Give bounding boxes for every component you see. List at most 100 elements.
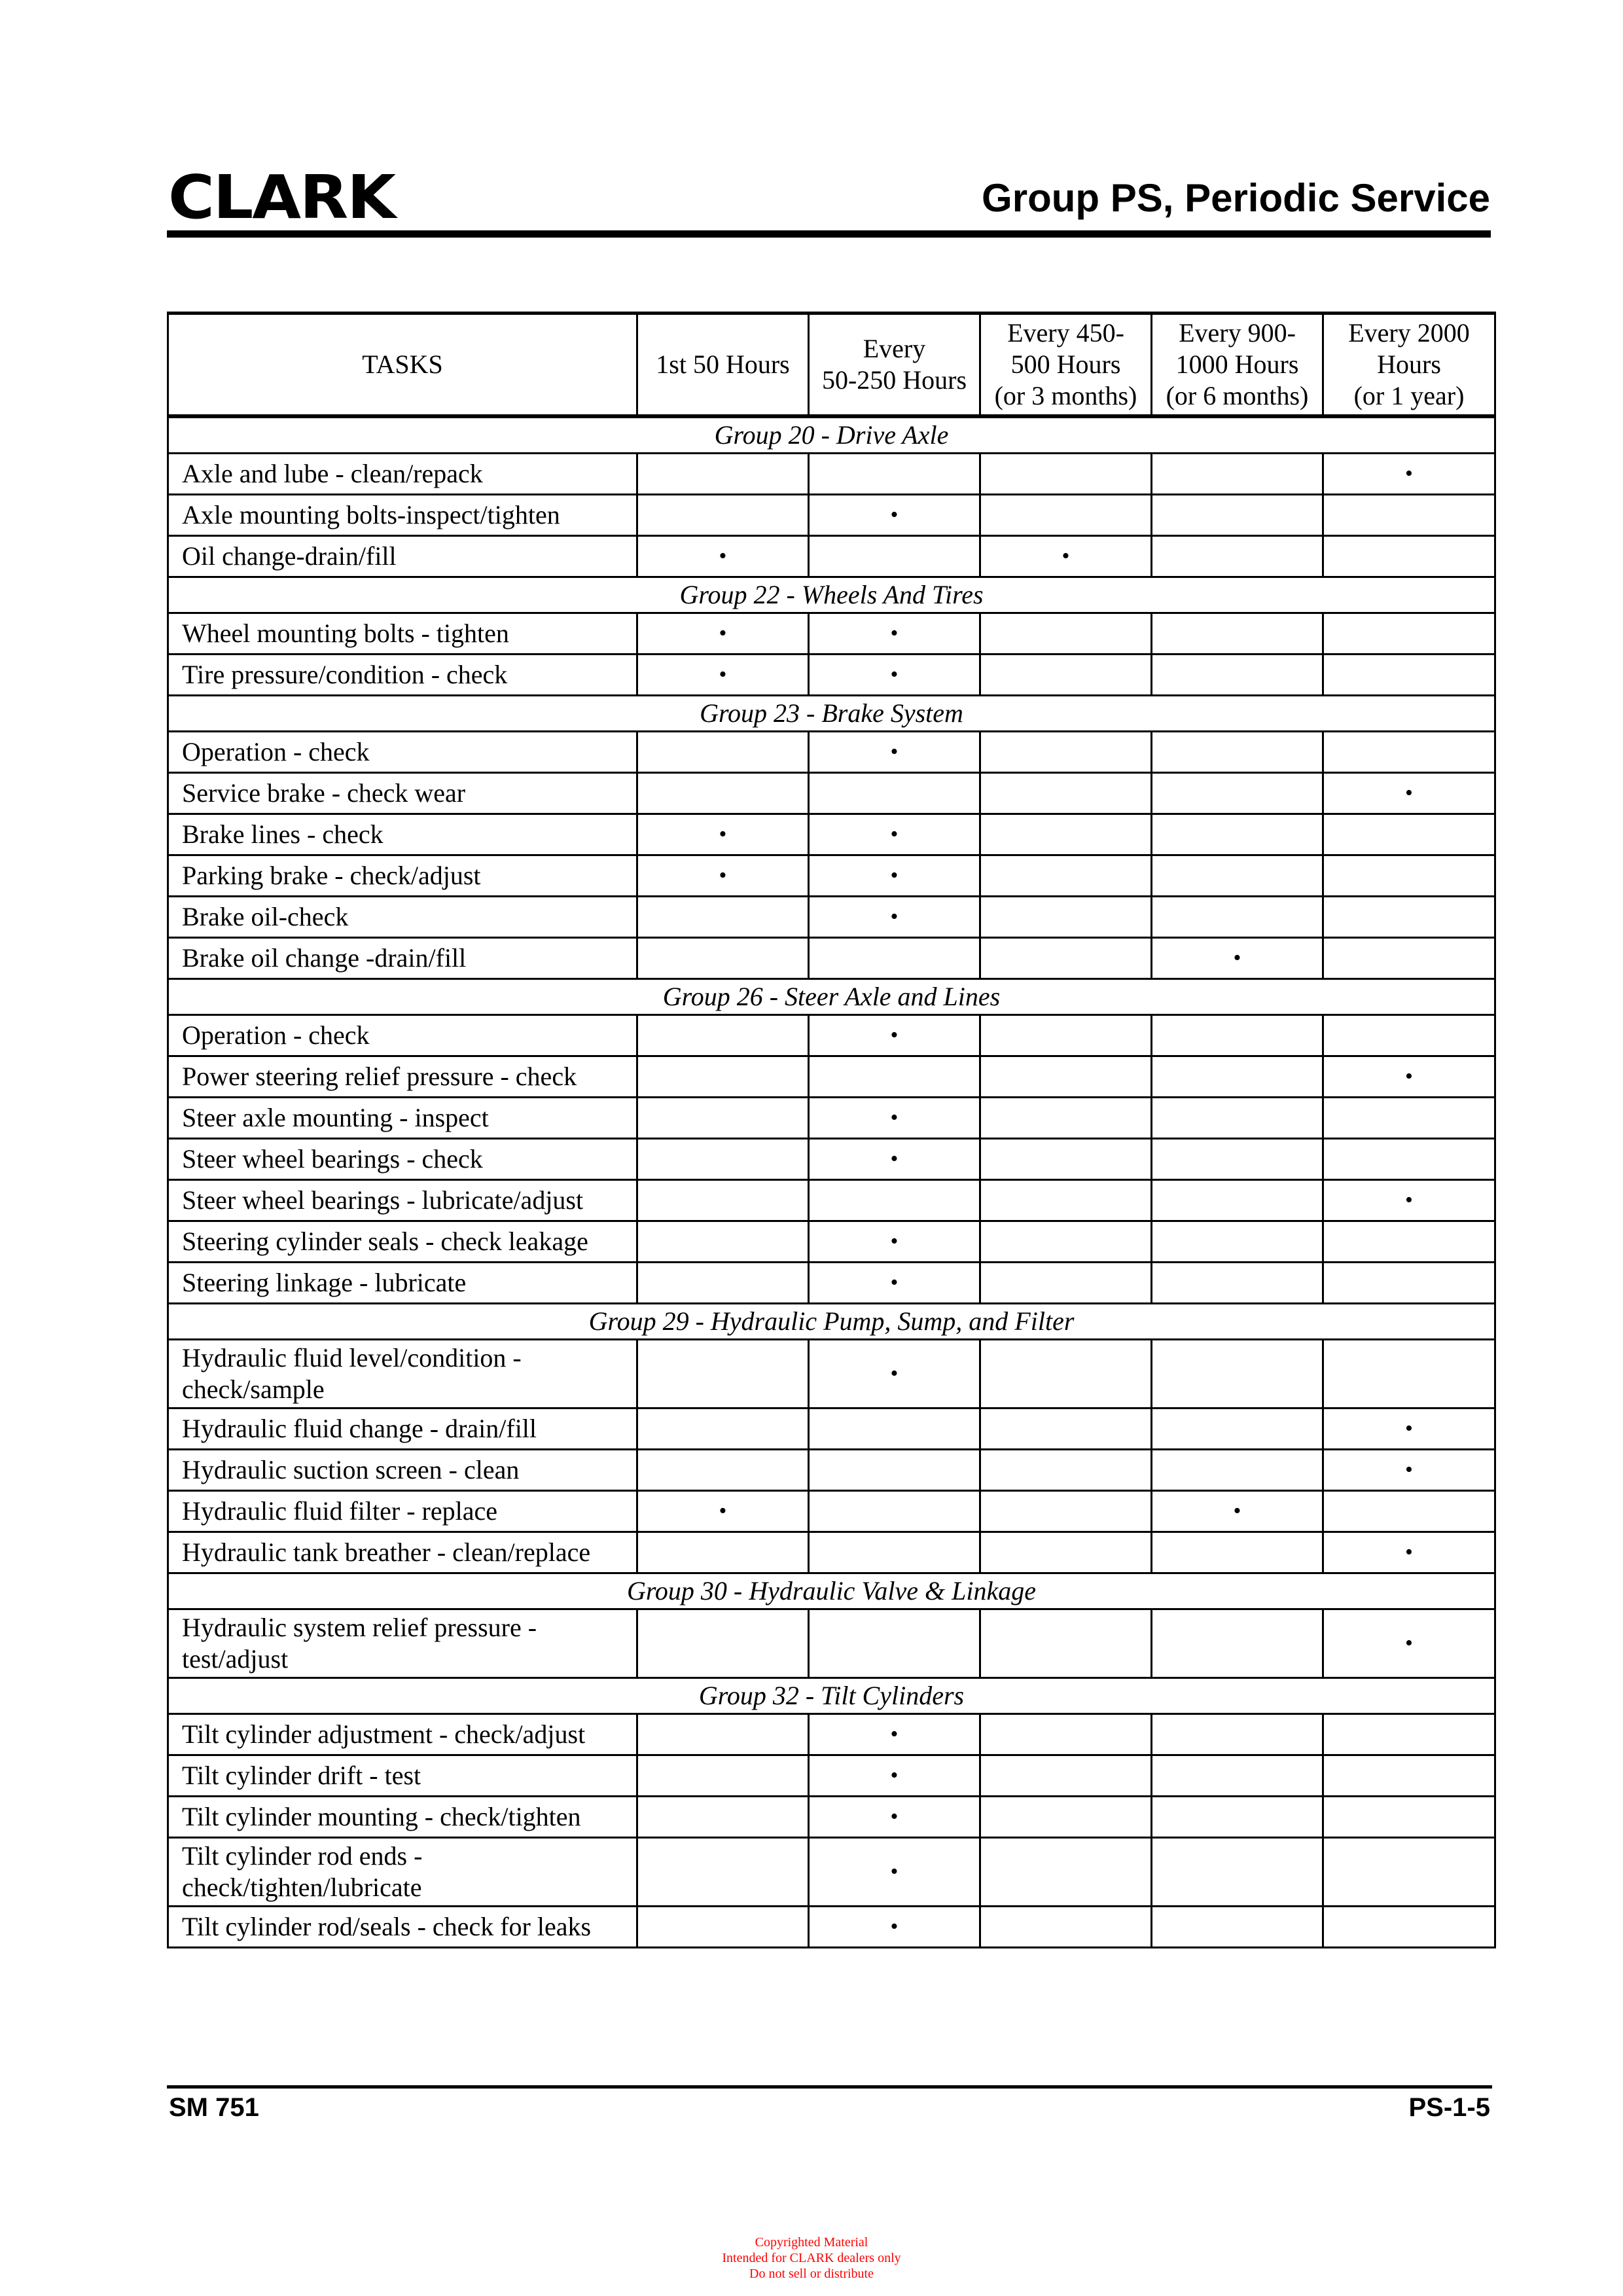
interval-cell xyxy=(636,1407,810,1450)
table-row: Tilt cylinder rod ends - check/tighten/l… xyxy=(167,1837,1496,1907)
bullet-mark-icon: • xyxy=(890,905,899,929)
interval-cell: • xyxy=(1322,1055,1496,1098)
interval-cell: • xyxy=(808,1837,981,1907)
bullet-mark-icon: • xyxy=(890,1722,899,1746)
task-name: Axle mounting bolts-inspect/tighten xyxy=(167,493,638,537)
task-name: Service brake - check wear xyxy=(167,772,638,815)
interval-cell: • xyxy=(808,612,981,655)
table-row: Hydraulic fluid level/condition - check/… xyxy=(167,1338,1496,1409)
interval-cell xyxy=(1150,493,1324,537)
bullet-mark-icon: • xyxy=(890,1105,899,1130)
table-row: Service brake - check wear • xyxy=(167,772,1496,815)
interval-cell xyxy=(636,1096,810,1139)
task-name: Tilt cylinder rod/seals - check for leak… xyxy=(167,1905,638,1948)
bullet-mark-icon: • xyxy=(890,503,899,527)
interval-cell xyxy=(636,1905,810,1948)
interval-cell xyxy=(1322,493,1496,537)
interval-cell xyxy=(979,653,1152,696)
interval-cell xyxy=(1150,1261,1324,1304)
interval-cell xyxy=(1322,895,1496,939)
table-row: Steer wheel bearings - check • xyxy=(167,1138,1496,1181)
task-name: Operation - check xyxy=(167,730,638,774)
table-row: Steer wheel bearings - lubricate/adjust • xyxy=(167,1179,1496,1222)
task-name: Brake lines - check xyxy=(167,813,638,856)
interval-cell: • xyxy=(1322,1608,1496,1679)
table-row: Steering linkage - lubricate • xyxy=(167,1261,1496,1304)
interval-cell: • xyxy=(808,1096,981,1139)
interval-cell xyxy=(1150,895,1324,939)
interval-cell xyxy=(636,1754,810,1797)
interval-cell xyxy=(808,452,981,495)
task-name: Steer axle mounting - inspect xyxy=(167,1096,638,1139)
task-name: Power steering relief pressure - check xyxy=(167,1055,638,1098)
table-row: Axle and lube - clean/repack • xyxy=(167,452,1496,495)
bullet-mark-icon: • xyxy=(890,740,899,764)
group-row: Group 32 - Tilt Cylinders xyxy=(167,1677,1496,1715)
interval-cell xyxy=(1150,1220,1324,1263)
interval-cell xyxy=(636,1138,810,1181)
group-title: Group 20 - Drive Axle xyxy=(167,415,1496,454)
interval-cell: • xyxy=(808,1754,981,1797)
interval-cell xyxy=(808,772,981,815)
group-title: Group 23 - Brake System xyxy=(167,694,1496,732)
bullet-mark-icon: • xyxy=(890,1361,899,1386)
interval-cell xyxy=(1150,854,1324,897)
task-name: Parking brake - check/adjust xyxy=(167,854,638,897)
interval-cell: • xyxy=(1322,772,1496,815)
table-row: Brake lines - check • • xyxy=(167,813,1496,856)
interval-cell xyxy=(808,937,981,980)
bullet-mark-icon: • xyxy=(890,621,899,645)
table-row: Wheel mounting bolts - tighten • • xyxy=(167,612,1496,655)
interval-cell: • xyxy=(808,1261,981,1304)
bullet-mark-icon: • xyxy=(890,1023,899,1047)
task-name: Operation - check xyxy=(167,1014,638,1057)
task-name: Tilt cylinder mounting - check/tighten xyxy=(167,1795,638,1839)
interval-cell xyxy=(1150,772,1324,815)
interval-cell xyxy=(979,854,1152,897)
interval-cell xyxy=(979,493,1152,537)
interval-cell xyxy=(1322,653,1496,696)
interval-cell xyxy=(1150,535,1324,578)
interval-cell: • xyxy=(808,1338,981,1409)
interval-cell xyxy=(979,1096,1152,1139)
bullet-mark-icon: • xyxy=(719,863,727,888)
interval-cell xyxy=(979,1014,1152,1057)
interval-cell xyxy=(1150,1138,1324,1181)
manual-number: SM 751 xyxy=(169,2093,259,2122)
interval-cell xyxy=(636,1014,810,1057)
interval-cell xyxy=(979,1795,1152,1839)
interval-cell xyxy=(1150,1837,1324,1907)
bullet-mark-icon: • xyxy=(1405,781,1413,805)
interval-cell xyxy=(1150,1754,1324,1797)
task-name: Tilt cylinder rod ends - check/tighten/l… xyxy=(167,1837,638,1907)
task-name: Oil change-drain/fill xyxy=(167,535,638,578)
interval-cell xyxy=(1322,854,1496,897)
interval-cell xyxy=(1150,1795,1324,1839)
table-row: Steer axle mounting - inspect • xyxy=(167,1096,1496,1139)
header-rule xyxy=(167,230,1491,238)
column-header-interval: Every 900- 1000 Hours (or 6 months) xyxy=(1150,312,1324,418)
task-name: Hydraulic tank breather - clean/replace xyxy=(167,1531,638,1574)
interval-cell: • xyxy=(1322,1531,1496,1574)
interval-cell xyxy=(636,1713,810,1756)
interval-cell xyxy=(1322,1795,1496,1839)
table-header-row: TASKS 1st 50 Hours Every 50-250 Hours Every… xyxy=(167,312,1496,418)
interval-cell: • xyxy=(1322,452,1496,495)
interval-cell xyxy=(1322,1338,1496,1409)
interval-cell: • xyxy=(1322,1407,1496,1450)
table-row: Brake oil-check • xyxy=(167,895,1496,939)
interval-cell xyxy=(1150,1608,1324,1679)
copyright-notice: Copyrighted Material Intended for CLARK … xyxy=(0,2234,1623,2282)
interval-cell xyxy=(979,772,1152,815)
interval-cell xyxy=(1150,1014,1324,1057)
interval-cell xyxy=(636,1795,810,1839)
table-row: Tire pressure/condition - check • • xyxy=(167,653,1496,696)
interval-cell xyxy=(636,1608,810,1679)
table-row: Operation - check • xyxy=(167,1014,1496,1057)
interval-cell xyxy=(1150,813,1324,856)
interval-cell xyxy=(1150,1448,1324,1492)
table-row: Brake oil change -drain/fill • xyxy=(167,937,1496,980)
interval-cell xyxy=(636,1220,810,1263)
interval-cell xyxy=(636,1448,810,1492)
bullet-mark-icon: • xyxy=(890,863,899,888)
